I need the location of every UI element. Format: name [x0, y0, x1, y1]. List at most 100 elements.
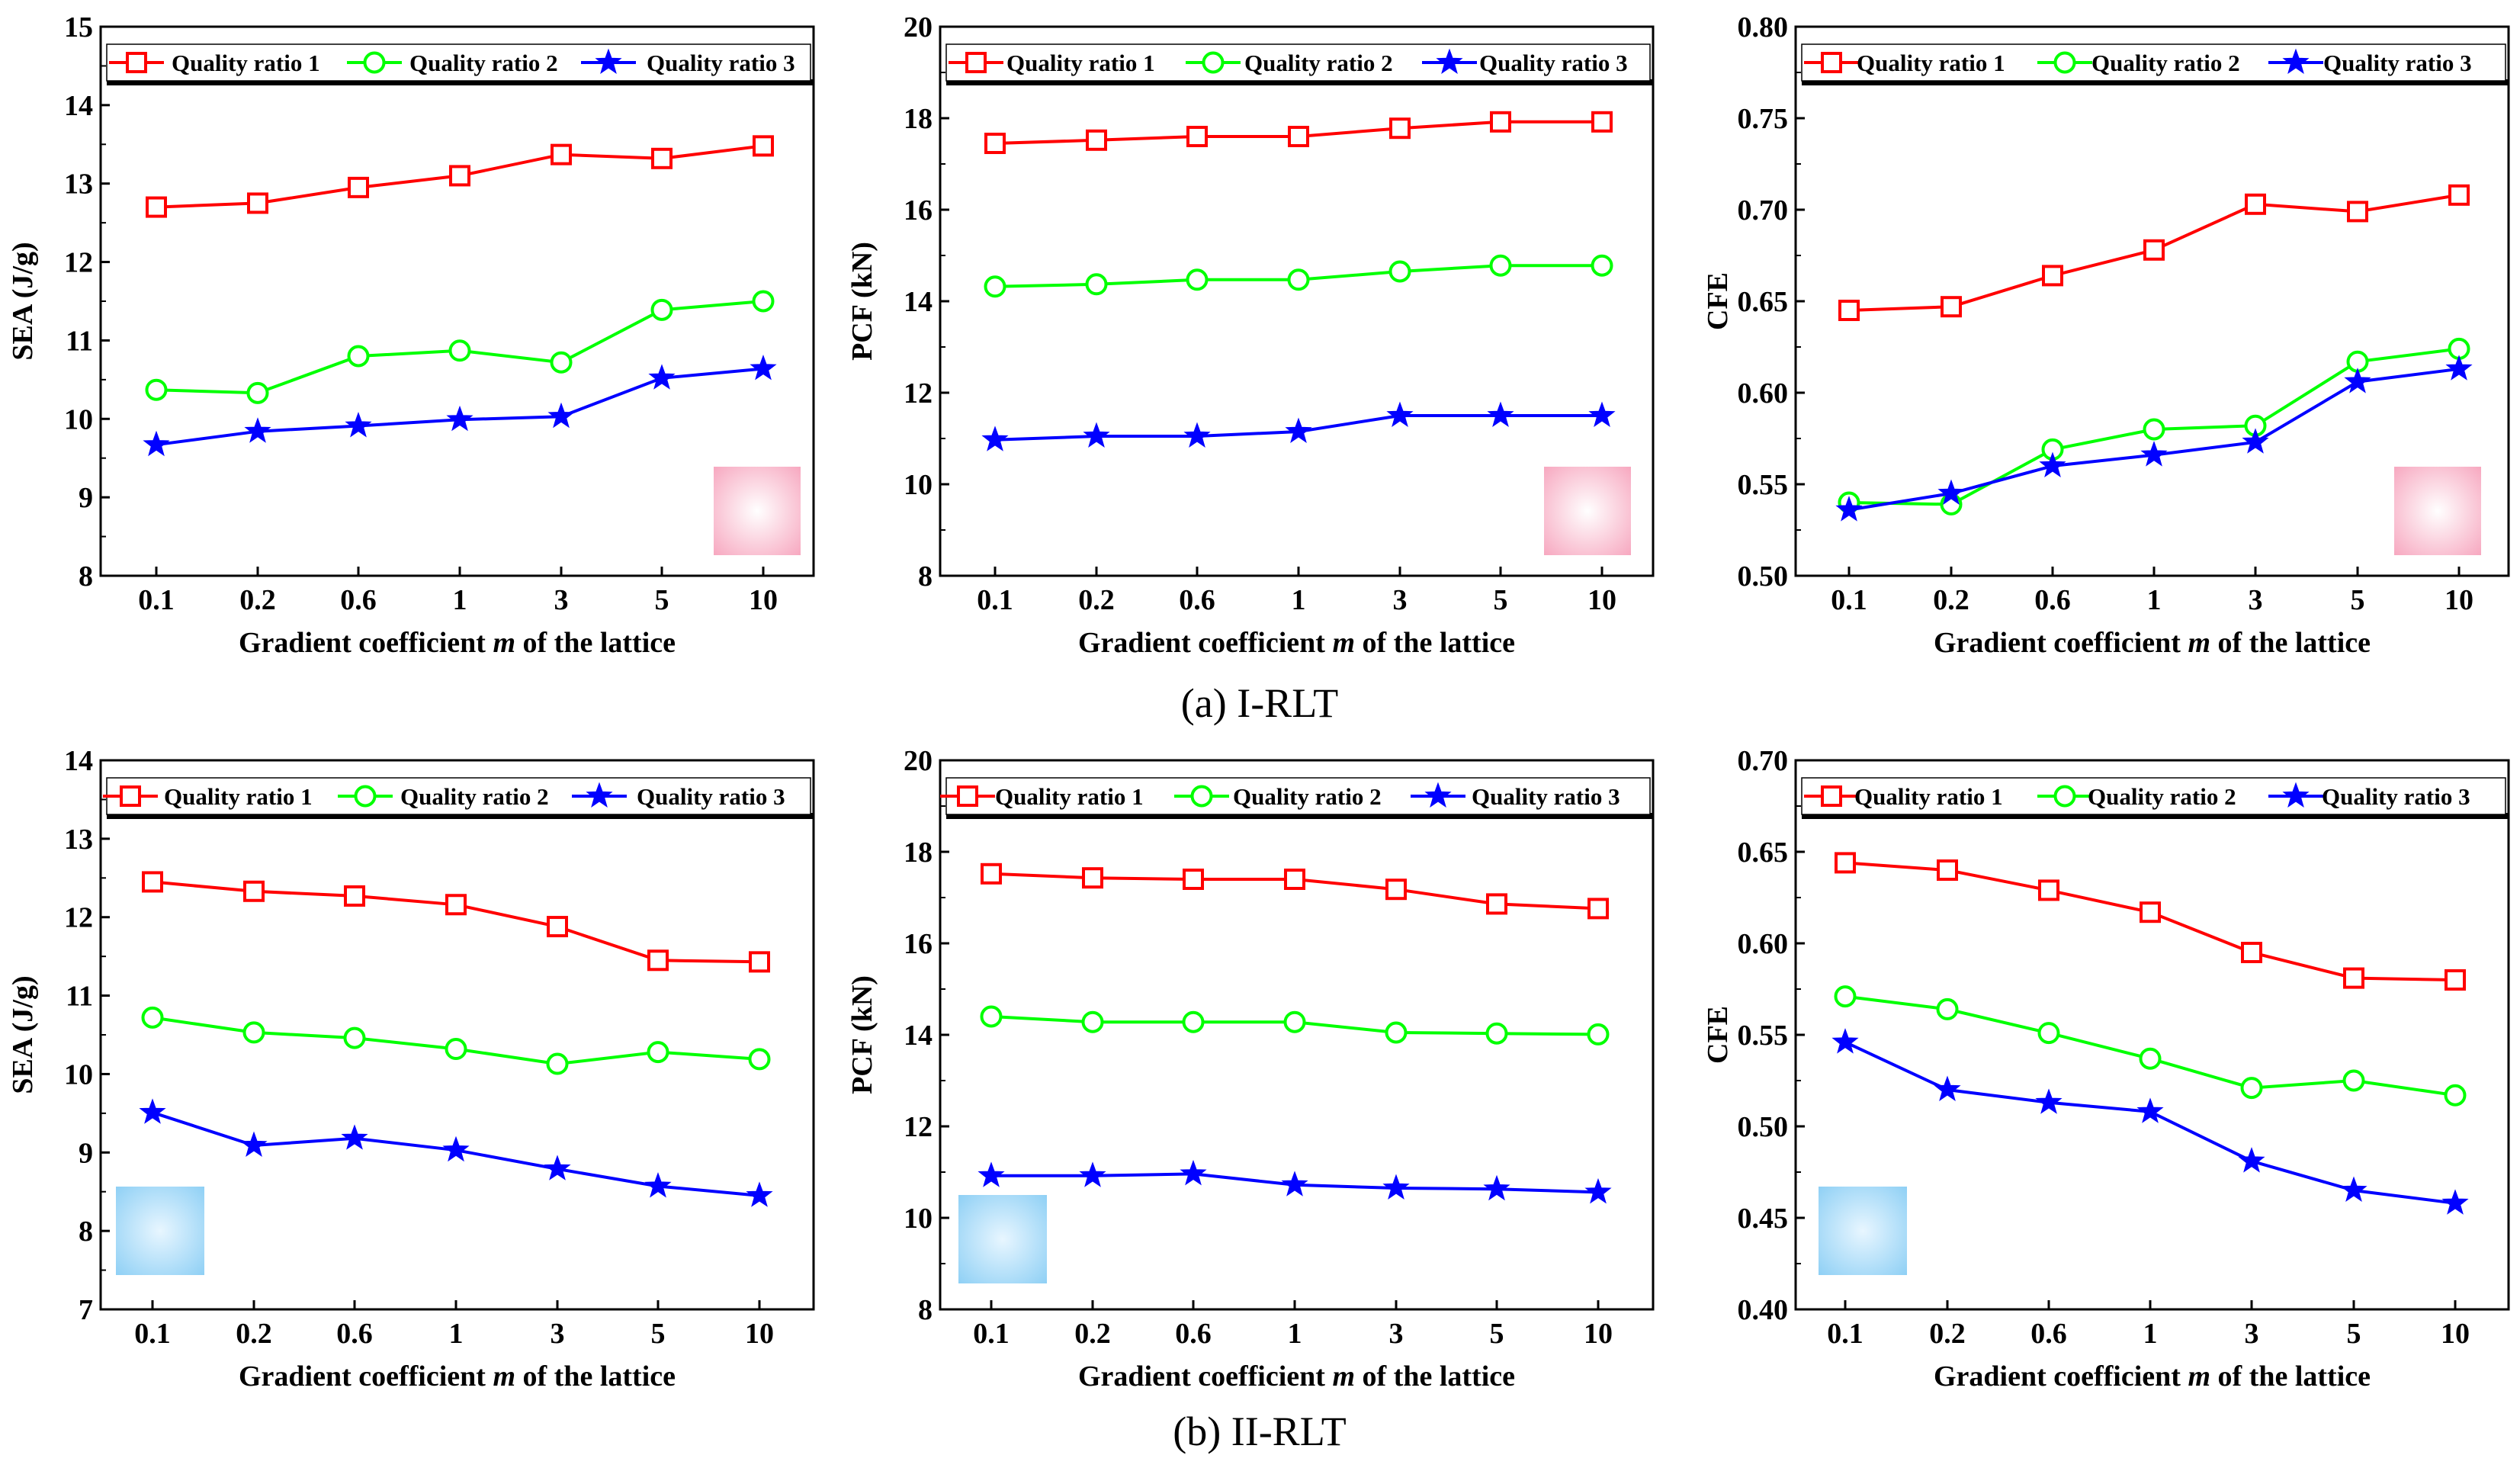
- y-tick-label: 0.55: [1738, 469, 1789, 501]
- data-point: [442, 1135, 470, 1162]
- x-tick-label: 5: [2347, 1318, 2361, 1350]
- data-point: [1082, 867, 1103, 889]
- y-tick-label: 8: [918, 561, 933, 593]
- data-point: [1591, 111, 1613, 133]
- legend-marker: [957, 785, 978, 807]
- plot-frame: [99, 25, 815, 577]
- data-point: [1281, 1171, 1308, 1197]
- data-point: [2445, 969, 2466, 991]
- legend-marker: [2282, 782, 2310, 808]
- pink-swatch: [2394, 467, 2481, 555]
- data-point: [551, 143, 572, 165]
- data-point: [2344, 368, 2371, 393]
- legend-box: [106, 43, 811, 82]
- legend-box: [945, 43, 1651, 82]
- y-tick-label: 0.80: [1738, 11, 1789, 43]
- legend-shadow: [1802, 79, 2509, 85]
- legend-box: [1801, 43, 2506, 82]
- y-tick-label: 9: [79, 1137, 93, 1169]
- legend-shadow: [107, 813, 814, 819]
- legend-marker: [2053, 785, 2076, 808]
- x-tick-label: 0.2: [1078, 584, 1115, 616]
- data-point: [748, 1048, 771, 1071]
- legend-entry: Quality ratio 2: [2091, 50, 2240, 76]
- x-tick-label: 0.2: [1929, 1318, 1966, 1350]
- data-point: [1831, 1028, 1859, 1054]
- y-tick-label: 0.60: [1738, 377, 1789, 410]
- data-point: [1182, 1010, 1205, 1033]
- x-tick-label: 10: [1587, 584, 1616, 616]
- y-tick-label: 10: [64, 1058, 93, 1091]
- y-tick-label: 0.45: [1738, 1203, 1789, 1235]
- data-point: [2039, 451, 2066, 477]
- legend-entry: Quality ratio 1: [1854, 783, 2003, 810]
- y-tick-label: 10: [904, 469, 933, 501]
- x-tick-label: 0.1: [973, 1318, 1010, 1350]
- data-point: [753, 135, 774, 157]
- blue-swatch: [958, 1195, 1047, 1283]
- y-tick-label: 14: [904, 1020, 933, 1052]
- data-point: [2340, 1176, 2368, 1202]
- data-point: [1483, 1174, 1510, 1201]
- data-point: [1587, 898, 1609, 920]
- y-tick-label: 0.65: [1738, 286, 1789, 318]
- x-tick-label: 1: [2143, 1318, 2158, 1350]
- y-tick-label: 14: [64, 745, 93, 777]
- data-point: [247, 192, 268, 214]
- x-tick-label: 0.6: [1175, 1318, 1212, 1350]
- y-tick-label: 13: [64, 169, 93, 201]
- blue-swatch: [1819, 1187, 1907, 1275]
- legend-entry: Quality ratio 2: [409, 50, 558, 76]
- y-tick-label: 0.50: [1738, 1111, 1789, 1143]
- y-axis-label: PCF (kN): [846, 975, 878, 1094]
- legend-marker: [1202, 51, 1225, 74]
- x-tick-label: 10: [749, 584, 778, 616]
- y-tick-label: 11: [66, 981, 93, 1013]
- data-point: [1937, 479, 1965, 505]
- x-tick-label: 1: [1288, 1318, 1302, 1350]
- data-point: [145, 378, 168, 401]
- data-point: [2037, 1022, 2060, 1045]
- legend-entry: Quality ratio 1: [995, 783, 1144, 810]
- x-tick-label: 5: [1494, 584, 1508, 616]
- y-tick-label: 0.70: [1738, 745, 1789, 777]
- data-point: [1284, 869, 1305, 890]
- legend-marker: [1190, 785, 1213, 808]
- y-tick-label: 0.50: [1738, 561, 1789, 593]
- legend-marker: [1424, 782, 1452, 808]
- data-point: [1085, 273, 1108, 296]
- data-point: [981, 426, 1009, 451]
- x-tick-label: 5: [1490, 1318, 1504, 1350]
- data-point: [1588, 401, 1616, 427]
- data-point: [1086, 129, 1107, 151]
- data-point: [1285, 417, 1312, 443]
- legend-entry: Quality ratio 2: [400, 783, 549, 810]
- data-point: [2241, 942, 2262, 963]
- data-point: [341, 1124, 368, 1150]
- data-point: [2448, 184, 2470, 206]
- x-tick-label: 0.2: [1074, 1318, 1111, 1350]
- data-point: [1287, 268, 1310, 291]
- y-tick-label: 16: [904, 928, 933, 960]
- legend-entry: Quality ratio 3: [1472, 783, 1620, 810]
- data-point: [2136, 1097, 2164, 1123]
- data-point: [1587, 1023, 1610, 1046]
- y-axis-label: SEA (J/g): [7, 242, 39, 360]
- data-point: [749, 951, 770, 973]
- data-point: [2238, 1147, 2265, 1173]
- y-tick-label: 16: [904, 194, 933, 226]
- data-point: [1934, 1075, 1961, 1101]
- data-point: [345, 412, 372, 438]
- data-point: [2342, 1069, 2365, 1092]
- data-point: [1081, 1010, 1104, 1033]
- data-point: [2242, 428, 2269, 454]
- legend-shadow: [107, 79, 814, 85]
- data-point: [550, 351, 573, 374]
- legend-entry: Quality ratio 1: [1857, 50, 2005, 76]
- data-point: [644, 1172, 672, 1198]
- y-tick-label: 0.70: [1738, 194, 1789, 226]
- data-point: [146, 196, 167, 218]
- data-point: [1584, 1177, 1612, 1204]
